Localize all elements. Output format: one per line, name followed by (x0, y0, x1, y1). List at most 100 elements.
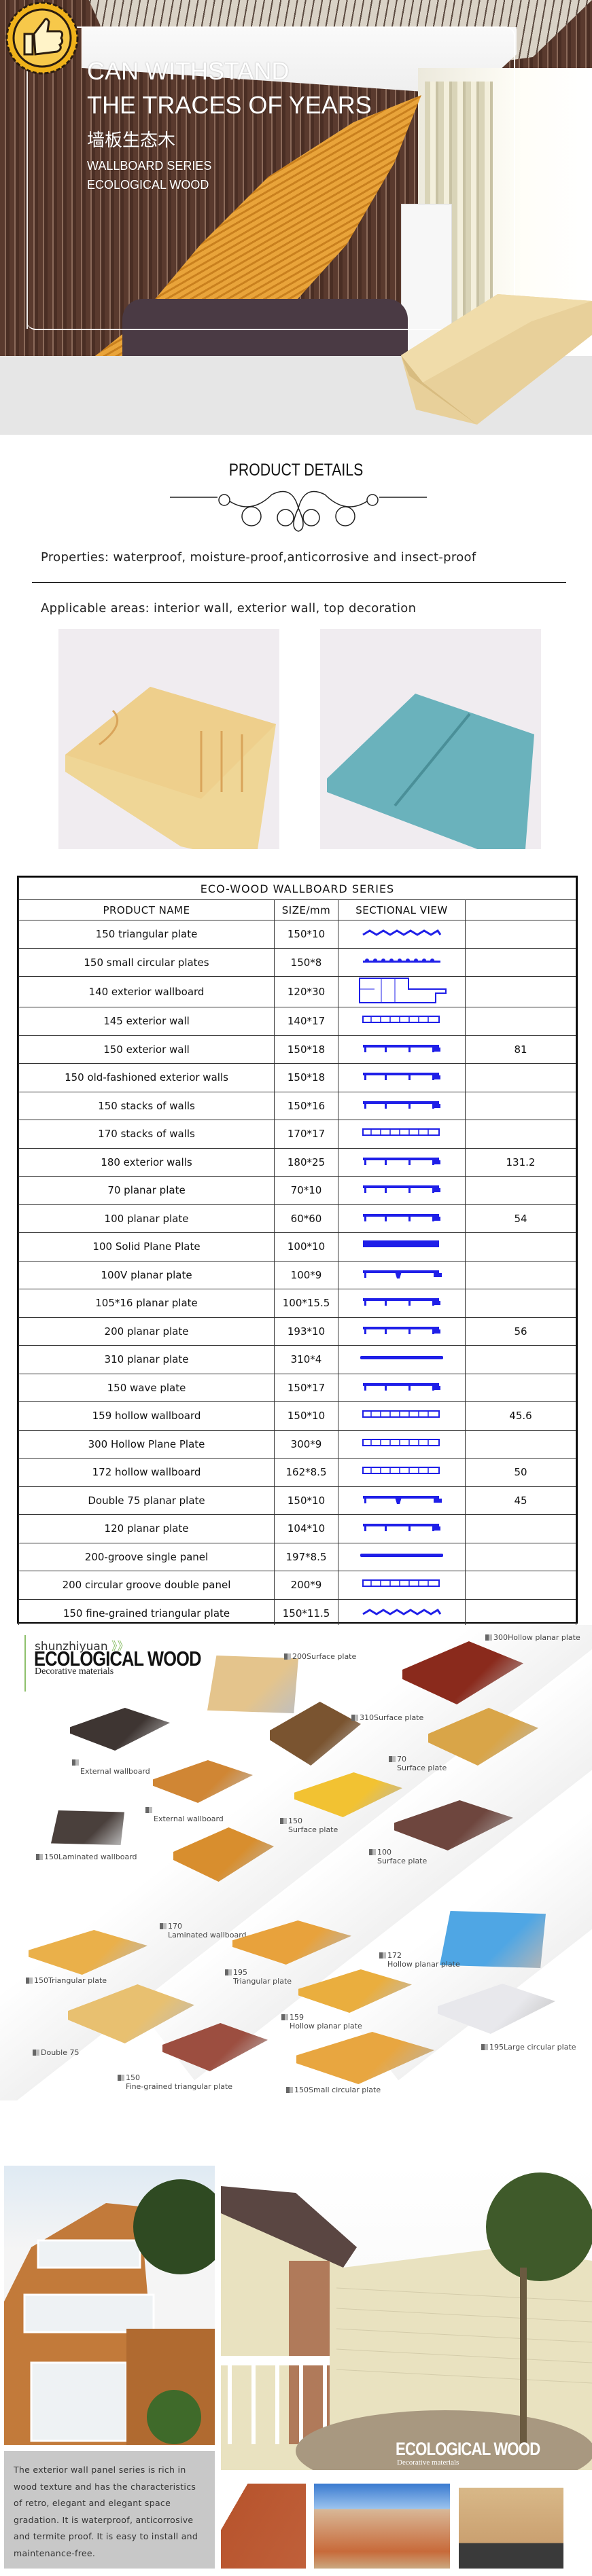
hero-material: ECOLOGICAL WOOD (87, 178, 209, 192)
product-size: 100*15.5 (274, 1289, 338, 1318)
catalog-product-image (51, 1810, 124, 1845)
table-row: 172 hollow wallboard 162*8.5 50 (18, 1458, 576, 1487)
catalog-item-number: 170 (168, 1922, 182, 1931)
sectional-view-flat-icon (338, 1345, 466, 1374)
catalog-item-label: Triangular plate (48, 1976, 107, 1985)
catalog-item-label: Surface plate (307, 1652, 357, 1661)
product-name: 150 old-fashioned exterior walls (18, 1063, 275, 1092)
product-size: 310*4 (274, 1345, 338, 1374)
extra-value (465, 1120, 576, 1149)
sectional-view-hollow-icon (338, 1120, 466, 1149)
product-name: 145 exterior wall (18, 1007, 275, 1036)
extra-value (465, 1289, 576, 1318)
hero-headline-1: CAN WITHSTAND (87, 57, 290, 85)
table-row: 150 triangular plate 150*10 (18, 920, 576, 949)
product-name: 200 circular groove double panel (18, 1571, 275, 1600)
product-name: 150 small circular plates (18, 948, 275, 977)
sectional-view-ribbed-icon (338, 1063, 466, 1092)
product-name: 172 hollow wallboard (18, 1458, 275, 1487)
catalog-label: 195 Triangular plate (225, 1968, 292, 1986)
table-row: 200 circular groove double panel 200*9 (18, 1571, 576, 1600)
product-size: 193*10 (274, 1317, 338, 1346)
brand-arrows: 》》 (111, 1640, 129, 1653)
catalog-label: 100 Surface plate (369, 1848, 427, 1865)
sectional-view-hollow-icon (338, 1007, 466, 1036)
product-size: 200*9 (274, 1571, 338, 1600)
catalog-item-number: 100 (377, 1848, 391, 1857)
catalog-item-label: Double 75 (41, 2048, 80, 2057)
catalog-title: ECOLOGICAL WOOD (34, 1647, 201, 1670)
table-row: 310 planar plate 310*4 (18, 1345, 576, 1374)
table-row: 120 planar plate 104*10 (18, 1514, 576, 1543)
table-row: 100V planar plate 100*9 (18, 1260, 576, 1289)
product-size: 150*10 (274, 920, 338, 949)
catalog-label: 172 Hollow planar plate (379, 1951, 460, 1969)
product-name: 310 planar plate (18, 1345, 275, 1374)
product-size: 150*11.5 (274, 1598, 338, 1628)
sectional-view-ribbed-icon (338, 1035, 466, 1064)
catalog-label: 150Laminated wallboard (36, 1853, 137, 1861)
label-marker-icon (160, 1923, 167, 1929)
product-size: 100*10 (274, 1232, 338, 1262)
product-size: 70*10 (274, 1176, 338, 1205)
catalog-label: 200Surface plate (284, 1652, 356, 1661)
product-size: 150*10 (274, 1486, 338, 1515)
extra-value (465, 1007, 576, 1036)
table-row: 150 small circular plates 150*8 (18, 948, 576, 977)
table-row: 150 stacks of walls 150*16 (18, 1091, 576, 1120)
catalog-item-number: 310 (360, 1713, 374, 1722)
catalog-label: 159 Hollow planar plate (281, 2013, 362, 2031)
product-name: 150 triangular plate (18, 920, 275, 949)
catalog-item-label: Surface plate (377, 1857, 428, 1865)
catalog-label: 150Triangular plate (26, 1976, 107, 1985)
sectional-view-ribbed-icon (338, 1147, 466, 1177)
table-row: 170 stacks of walls 170*17 (18, 1120, 576, 1149)
table-row: 140 exterior wallboard 120*30 (18, 976, 576, 1007)
hero-headline-2: THE TRACES OF YEARS (87, 91, 372, 119)
label-marker-icon (284, 1653, 291, 1660)
catalog-label: 195Large circular plate (481, 2043, 576, 2052)
applicable-areas-text: Applicable areas: interior wall, exterio… (41, 601, 417, 615)
product-size: 150*18 (274, 1035, 338, 1064)
sectional-view-hollow-icon (338, 1429, 466, 1459)
column-header-size: SIZE/mm (274, 899, 338, 920)
overlay-title: ECOLOGICAL WOOD (396, 2439, 540, 2459)
divider (32, 582, 566, 583)
catalog-product-image (207, 1656, 298, 1713)
product-size: 162*8.5 (274, 1458, 338, 1487)
catalog-label: External wallboard (72, 1758, 150, 1776)
ornament-divider (170, 490, 427, 532)
catalog-item-number: 150 (294, 2086, 309, 2094)
product-size: 150*16 (274, 1091, 338, 1120)
product-size: 100*9 (274, 1260, 338, 1289)
extra-value (465, 976, 576, 1007)
catalog-item-label: Hollow planar plate (290, 2022, 362, 2031)
catalog-item-label: Triangular plate (233, 1977, 292, 1986)
product-name: 100 Solid Plane Plate (18, 1232, 275, 1262)
product-name: 150 wave plate (18, 1373, 275, 1402)
hero-banner: CAN WITHSTAND THE TRACES OF YEARS 墙板生态木 … (0, 0, 592, 435)
product-name: 150 exterior wall (18, 1035, 275, 1064)
label-marker-icon (72, 1759, 79, 1766)
table-row: 200 planar plate 193*10 56 (18, 1317, 576, 1346)
catalog-item-label: External wallboard (154, 1814, 224, 1823)
sectional-view-hollow-icon (338, 1458, 466, 1487)
label-marker-icon (389, 1756, 396, 1762)
catalog-item-label: Laminated wallboard (168, 1931, 247, 1939)
table-row: 105*16 planar plate 100*15.5 (18, 1289, 576, 1318)
catalog-label: External wallboard (145, 1806, 224, 1823)
catalog-item-label: Hollow planar plate (508, 1633, 580, 1642)
catalog-item-label: Surface plate (397, 1764, 447, 1772)
catalog-item-label: Laminated wallboard (58, 1853, 137, 1861)
product-name: 300 Hollow Plane Plate (18, 1429, 275, 1459)
building-photo-3 (459, 2484, 563, 2569)
product-name: 105*16 planar plate (18, 1289, 275, 1318)
product-size: 150*18 (274, 1063, 338, 1092)
description-text: The exterior wall panel series is rich i… (4, 2451, 215, 2569)
sectional-view-flat-icon (338, 1542, 466, 1571)
sectional-view-ribbed-icon (338, 1204, 466, 1233)
catalog-item-label: Large circular plate (504, 2043, 576, 2052)
sectional-view-v-icon (338, 1260, 466, 1289)
catalog-item-number: 172 (387, 1951, 402, 1960)
column-header-name: PRODUCT NAME (18, 899, 275, 920)
